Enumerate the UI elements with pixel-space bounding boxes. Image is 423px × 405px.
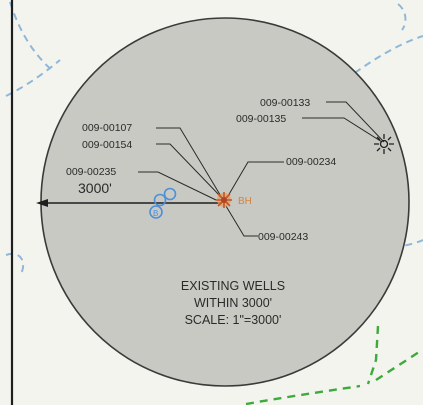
green-dashed-line: [375, 349, 423, 381]
green-dashed-line: [366, 325, 380, 385]
blue-dashed-line: [397, 3, 407, 31]
central-well-cluster: BH: [216, 192, 252, 208]
radius-arrowhead: [36, 199, 48, 207]
well-label: 009-00243: [258, 231, 308, 243]
well-label: 009-00135: [236, 113, 286, 125]
leader-line-009-00135: [302, 117, 383, 143]
leader-line-009-00234: [227, 161, 284, 197]
well-symbol: [221, 197, 227, 203]
blue-well-symbols: B: [149, 187, 177, 219]
green-dashed-lines: [245, 325, 423, 405]
leader-line-009-00235: [138, 171, 217, 201]
blue-dashed-line: [5, 59, 61, 97]
leader-line-009-00243: [225, 205, 258, 237]
blue-dashed-line: [5, 252, 25, 277]
green-dashed-line: [245, 384, 361, 405]
well-label: 009-00133: [260, 97, 310, 109]
bh-label: BH: [238, 196, 252, 207]
sun-well-icon-center: [379, 139, 389, 149]
well-symbol-letter: B: [153, 209, 158, 218]
well-label: 009-00107: [82, 122, 132, 134]
well-label: 009-00154: [82, 139, 132, 151]
well-symbol: [149, 205, 163, 219]
leader-line-009-00154: [156, 143, 223, 199]
map-note: EXISTING WELLS WITHIN 3000' SCALE: 1"=30…: [181, 279, 285, 327]
note-line: WITHIN 3000': [194, 296, 272, 310]
note-line: EXISTING WELLS: [181, 279, 285, 293]
sun-well-icon-rays: [374, 134, 394, 154]
note-line: SCALE: 1"=3000': [185, 313, 282, 327]
well-labels: 009-00107 009-00154 009-00235 009-00234 …: [66, 97, 336, 243]
leader-line-009-00107: [156, 127, 223, 199]
well-label: 009-00234: [286, 156, 336, 168]
well-label: 009-00235: [66, 166, 116, 178]
leader-lines: [138, 101, 385, 237]
radius-label: 3000': [78, 180, 112, 196]
leader-line-009-00133: [326, 101, 385, 143]
sun-well-icon: [374, 134, 394, 154]
well-symbol: [153, 193, 167, 207]
blue-dashed-line: [9, 1, 55, 73]
well-symbol: [163, 187, 177, 201]
